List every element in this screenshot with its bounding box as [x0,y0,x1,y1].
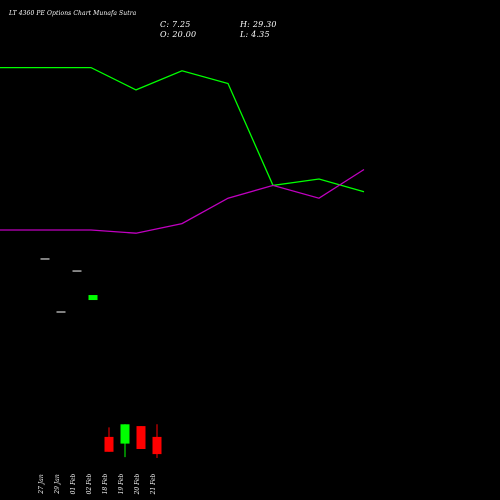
line-series-magenta [0,168,365,234]
date-label: 27 Jan [38,474,45,495]
date-label: 21 Feb [150,473,157,495]
date-label: 19 Feb [118,473,125,494]
date-label: 29 Jan [54,474,61,495]
date-label: 02 Feb [86,473,93,494]
date-label: 18 Feb [102,473,109,494]
candle-group [104,424,162,458]
candle-body-2 [136,426,146,449]
open-value: O: 20.00 [160,30,197,39]
chart-title: LT 4360 PE Options Chart Munafa Sutra [9,10,137,17]
candle-body-1 [120,424,130,444]
candle-body-3 [152,436,162,455]
price-marker-3 [88,295,98,301]
candle-body-0 [104,436,114,452]
date-label: 01 Feb [70,473,77,494]
line-series-group [0,66,365,234]
high-value: H: 29.30 [240,20,277,29]
close-value: C: 7.25 [160,20,191,29]
low-value: L: 4.35 [240,30,270,39]
price-marker-group [40,258,98,313]
line-series-green [0,66,365,193]
date-label: 20 Feb [134,473,141,495]
date-label-group: 27 Jan 29 Jan 01 Feb 02 Feb 18 Feb 19 Feb 20 F… [38,473,157,495]
